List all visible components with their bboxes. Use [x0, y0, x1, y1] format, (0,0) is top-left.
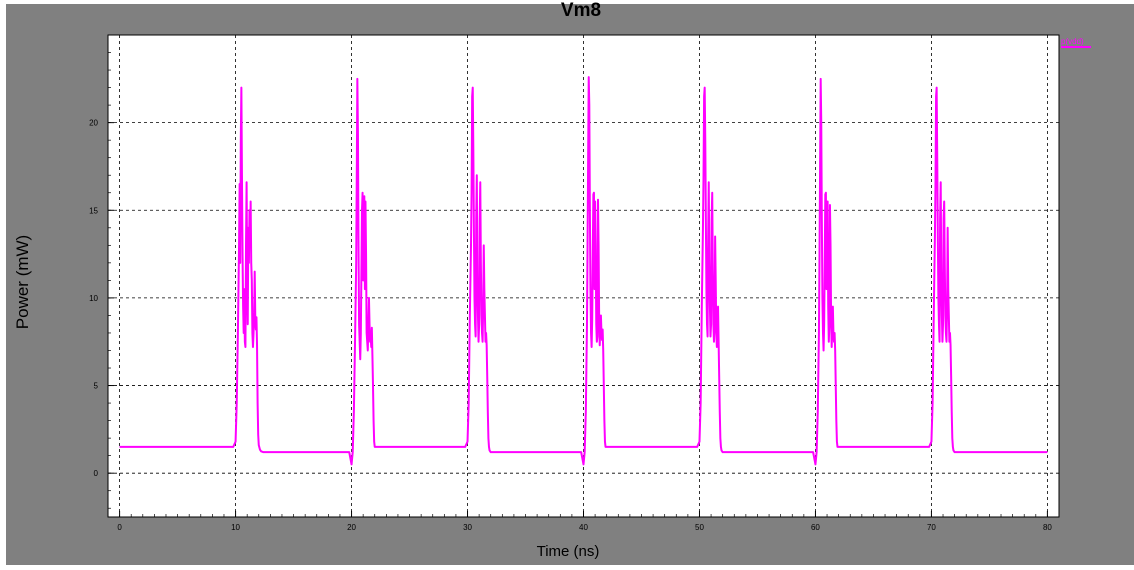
x-tick-label: 70: [927, 523, 936, 532]
x-tick-label: 80: [1043, 523, 1052, 532]
x-tick-label: 0: [117, 523, 122, 532]
y-tick-label: 0: [94, 469, 99, 478]
series-group: [119, 76, 1048, 466]
series-line-pvdd: [119, 76, 1048, 466]
chart-title: Vm8: [561, 0, 601, 21]
x-tick-label: 50: [695, 523, 704, 532]
x-tick-label: 30: [463, 523, 472, 532]
x-tick-label: 20: [347, 523, 356, 532]
legend: p(vdd): [1061, 37, 1091, 48]
legend-label-pvdd: p(vdd): [1061, 37, 1084, 46]
y-tick-label: 5: [94, 382, 99, 391]
y-tick-label: 15: [89, 206, 98, 215]
x-axis-label: Time (ns): [537, 543, 600, 560]
x-axis-ticks: 0 10 20 30 40 50 60 70 80: [117, 511, 1052, 532]
gridlines: [108, 35, 1059, 517]
x-tick-label: 40: [579, 523, 588, 532]
y-axis-ticks: 0 5 10 15 20: [89, 52, 114, 509]
x-tick-label: 10: [231, 523, 240, 532]
y-tick-label: 20: [89, 119, 98, 128]
y-tick-label: 10: [89, 294, 98, 303]
y-axis-label: Power (mW): [13, 235, 32, 329]
x-tick-label: 60: [811, 523, 820, 532]
